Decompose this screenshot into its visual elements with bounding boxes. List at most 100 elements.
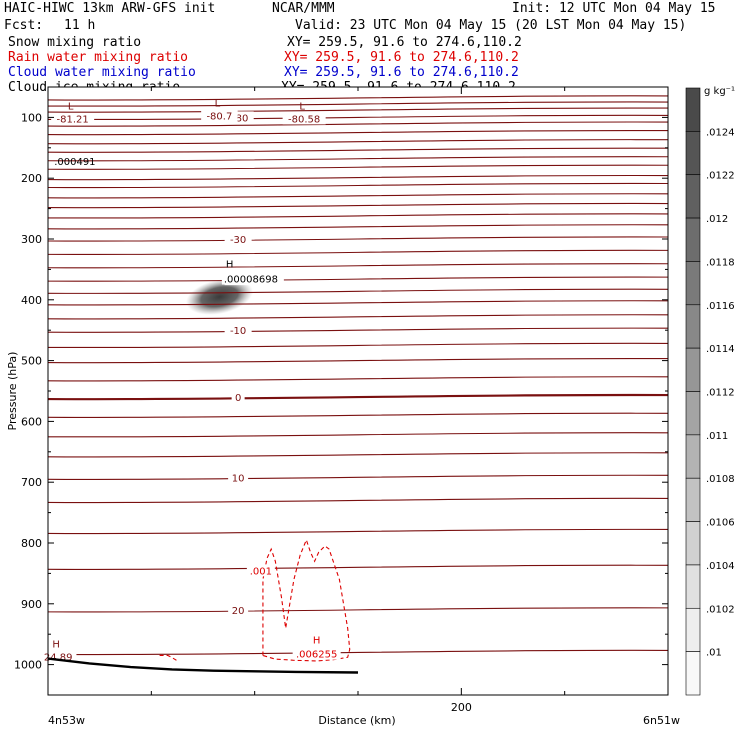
title-text: HAIC-HIWC 13km ARW-GFS init bbox=[4, 1, 215, 16]
colorbar-swatch bbox=[685, 477, 701, 522]
colorbar-label: .012 bbox=[706, 214, 728, 225]
temperature-contour bbox=[47, 147, 669, 153]
contour-label-bg bbox=[231, 391, 245, 404]
temperature-contour bbox=[47, 607, 669, 613]
temperature-contour bbox=[47, 101, 669, 107]
field-name-cloudwater: Cloud water mixing ratio bbox=[8, 65, 196, 80]
rain-max-bg bbox=[292, 648, 341, 660]
terrain-line bbox=[47, 657, 359, 674]
valid-text: Valid: 23 UTC Mon 04 May 15 (20 LST Mon … bbox=[295, 18, 686, 33]
extremum-marker: H bbox=[52, 639, 60, 650]
colorbar-label: .011 bbox=[706, 431, 728, 442]
extremum-marker: L bbox=[68, 101, 74, 112]
temperature-contour-label: -10 bbox=[230, 326, 246, 337]
colorbar-label: .0122 bbox=[706, 171, 735, 182]
rain-mixing-ratio-contour bbox=[262, 538, 351, 662]
temperature-contour bbox=[47, 342, 669, 349]
colorbar-swatch bbox=[685, 391, 701, 436]
y-tick-label: 300 bbox=[21, 233, 42, 246]
ice-max-bg bbox=[221, 273, 284, 285]
colorbar-label: .0114 bbox=[706, 344, 735, 355]
rain-max-value: .006255 bbox=[296, 650, 337, 661]
y-axis-label: Pressure (hPa) bbox=[6, 352, 19, 431]
temperature-contour-label: 20 bbox=[232, 606, 245, 617]
y-tick-label: 600 bbox=[21, 415, 42, 428]
temperature-contour bbox=[47, 121, 669, 127]
extremum-value-bg bbox=[201, 110, 238, 122]
temperature-contour-label: 0 bbox=[235, 393, 241, 404]
colorbar-label: .0116 bbox=[706, 301, 735, 312]
x-tick-label: 200 bbox=[451, 701, 472, 714]
fcst-label: Fcst: bbox=[4, 18, 43, 33]
field-name-snow: Snow mixing ratio bbox=[8, 35, 141, 50]
temperature-contour bbox=[47, 114, 669, 121]
temperature-contour bbox=[47, 649, 669, 656]
temperature-contour bbox=[47, 164, 669, 170]
temperature-contour bbox=[47, 327, 669, 333]
extremum-value-bg bbox=[39, 651, 77, 663]
colorbar-swatch bbox=[685, 174, 701, 219]
y-tick-label: 1000 bbox=[14, 659, 42, 672]
temperature-contour bbox=[47, 182, 669, 189]
contour-label-bg bbox=[228, 603, 249, 616]
field-name-rain: Rain water mixing ratio bbox=[8, 50, 188, 65]
temperature-contour bbox=[47, 263, 669, 269]
temperature-contour bbox=[47, 528, 669, 535]
colorbar-label: .0102 bbox=[706, 604, 735, 615]
rain-mixing-ratio-fragment bbox=[159, 654, 179, 663]
colorbar-label: .01 bbox=[706, 648, 722, 659]
x-axis-label: Distance (km) bbox=[318, 714, 395, 727]
init-text: Init: 12 UTC Mon 04 May 15 bbox=[512, 1, 716, 16]
rain-label-bg bbox=[246, 564, 275, 577]
temperature-contour bbox=[47, 376, 669, 382]
temperature-contour bbox=[47, 202, 669, 209]
temperature-contour bbox=[47, 174, 669, 181]
temperature-contour bbox=[47, 129, 669, 136]
colorbar-label: .0112 bbox=[706, 388, 735, 399]
colorbar-swatch bbox=[685, 304, 701, 349]
temperature-contour bbox=[47, 412, 669, 418]
rain-contour-label: .001 bbox=[250, 566, 272, 577]
temperature-contour bbox=[47, 107, 669, 113]
y-tick-label: 400 bbox=[21, 294, 42, 307]
temperature-contour bbox=[47, 276, 669, 282]
extremum-value-bg bbox=[51, 113, 95, 125]
plot-area bbox=[48, 87, 668, 695]
contour-label-bg bbox=[224, 324, 252, 337]
colorbar-swatch bbox=[685, 261, 701, 306]
temperature-contour bbox=[47, 139, 669, 145]
temperature-contour-label: 10 bbox=[232, 473, 245, 484]
temperature-contour-label: -30 bbox=[230, 235, 246, 246]
field-xy-cloudwater: XY= 259.5, 91.6 to 274.6,110.2 bbox=[284, 65, 519, 80]
chart-header: HAIC-HIWC 13km ARW-GFS init NCAR/MMM Ini… bbox=[4, 1, 716, 95]
y-tick-label: 900 bbox=[21, 598, 42, 611]
temperature-contour bbox=[47, 156, 669, 162]
temperature-contour bbox=[47, 288, 669, 294]
y-tick-label: 100 bbox=[21, 111, 42, 124]
temperature-contour bbox=[47, 432, 669, 438]
colorbar-swatch bbox=[685, 347, 701, 392]
extremum-value: -81.21 bbox=[57, 114, 89, 125]
temperature-contour bbox=[47, 193, 669, 199]
y-tick-label: 800 bbox=[21, 537, 42, 550]
temperature-contour bbox=[47, 393, 669, 401]
temperature-contour bbox=[47, 213, 669, 219]
colorbar-swatch bbox=[685, 87, 701, 132]
extremum-value-bg bbox=[282, 113, 326, 125]
extremum-value: 24.89 bbox=[44, 652, 73, 663]
colorbar-label: .0104 bbox=[706, 561, 735, 572]
extremum-value: -80.7 bbox=[206, 111, 232, 122]
ice-max-value: .00008698 bbox=[224, 275, 278, 286]
colorbar-swatch bbox=[685, 434, 701, 479]
colorbar-swatch bbox=[685, 564, 701, 609]
ice-max-marker: H bbox=[226, 260, 234, 271]
colorbar-swatch bbox=[685, 217, 701, 262]
extremum-marker: L bbox=[215, 98, 221, 109]
colorbar-label: .0124 bbox=[706, 127, 735, 138]
y-tick-label: 500 bbox=[21, 355, 42, 368]
colorbar-swatch bbox=[685, 521, 701, 566]
colorbar-label: .0106 bbox=[706, 518, 735, 529]
fcst-value: 11 h bbox=[64, 18, 95, 33]
colorbar-unit: g kg⁻¹ bbox=[704, 86, 735, 97]
